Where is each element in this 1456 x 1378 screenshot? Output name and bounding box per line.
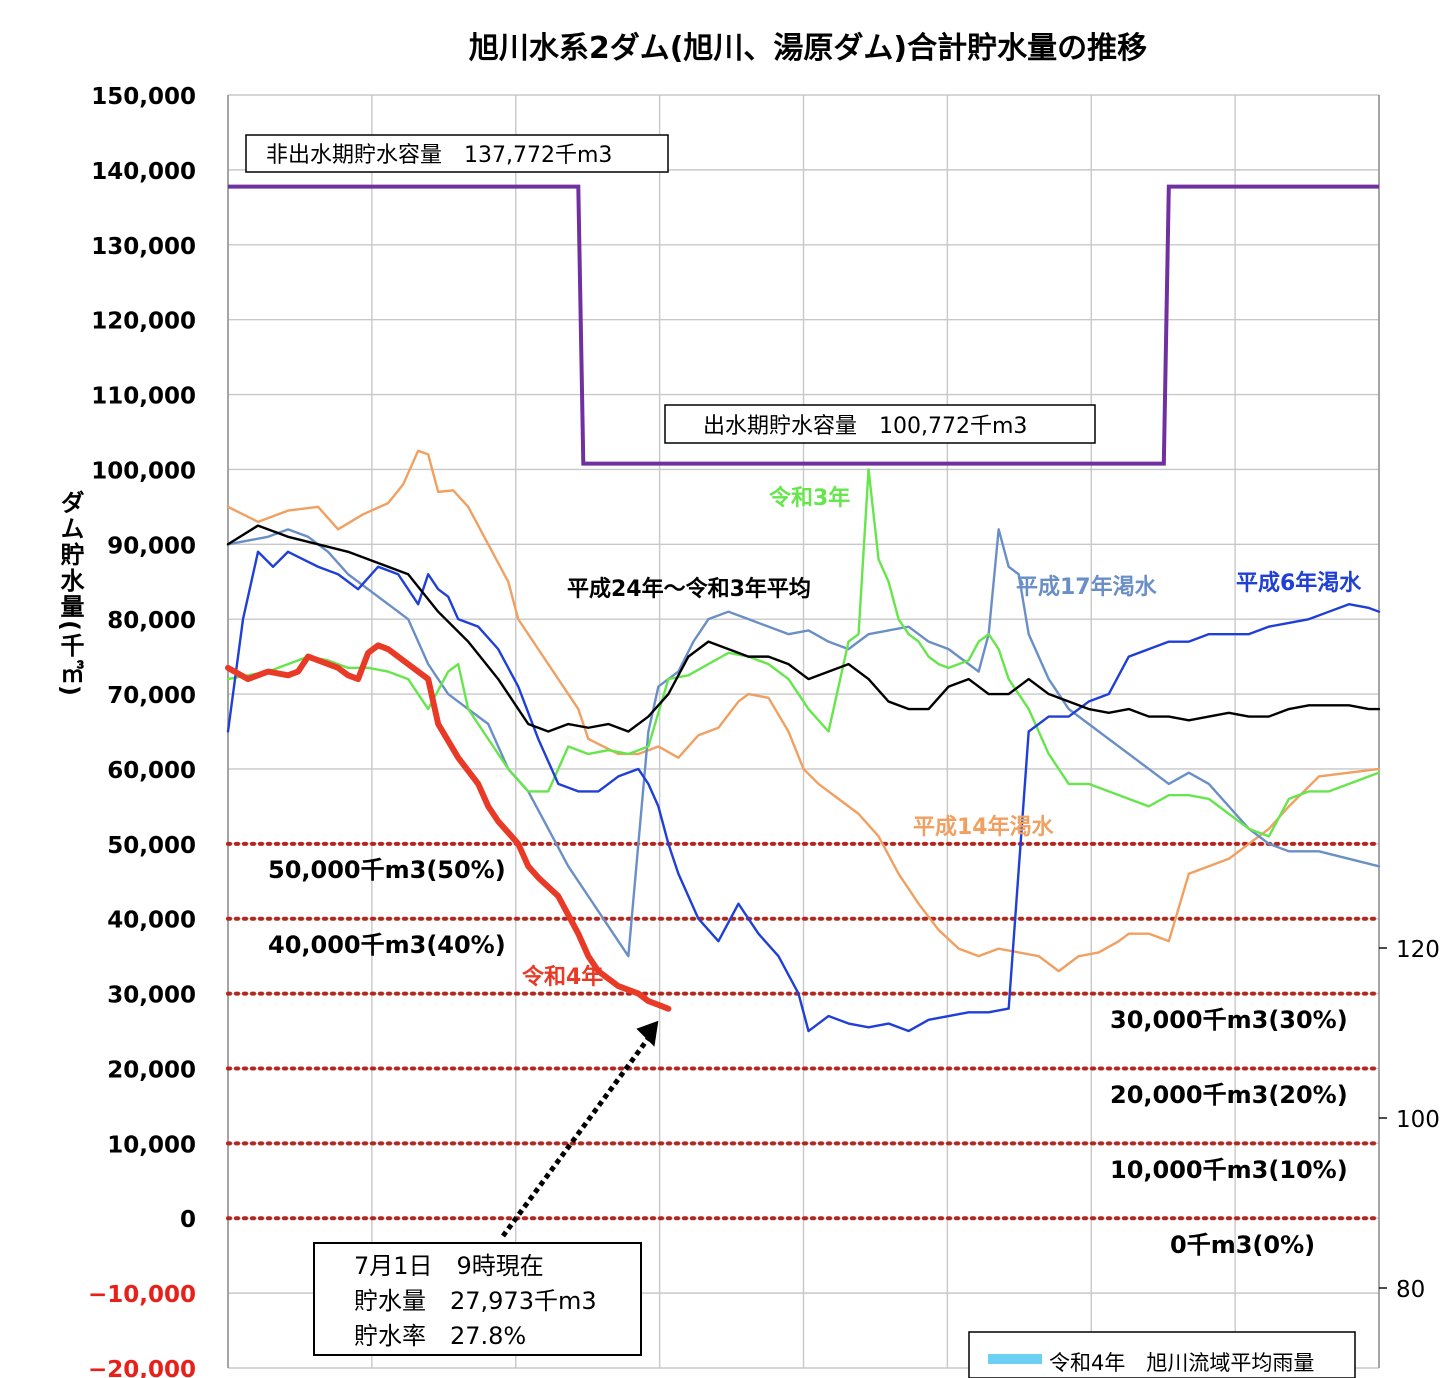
series-line-3 xyxy=(226,550,1381,1033)
y-tick-label: 60,000 xyxy=(107,758,196,784)
reference-line-label: 10,000千m3(10%) xyxy=(1110,1156,1348,1184)
capacity-polyline xyxy=(228,184,1379,466)
series-label: 令和4年 xyxy=(522,964,603,990)
y-tick-label: 140,000 xyxy=(91,159,196,185)
y-tick-label: 110,000 xyxy=(91,384,196,410)
legend-label: 令和4年 旭川流域平均雨量 xyxy=(1049,1351,1314,1375)
series-label: 平成6年渇水 xyxy=(1236,570,1362,596)
y-tick-label: 130,000 xyxy=(91,234,196,260)
y-tick-label: 20,000 xyxy=(107,1057,196,1083)
y-tick-label: −20,000 xyxy=(88,1357,196,1378)
reference-line-label: 0千m3(0%) xyxy=(1170,1231,1315,1259)
series-line-0 xyxy=(226,449,1381,973)
capacity-label-box xyxy=(664,404,1096,444)
series-label: 令和3年 xyxy=(769,485,850,511)
reference-line-label: 50,000千m3(50%) xyxy=(268,856,506,884)
y-tick-label: 30,000 xyxy=(107,983,196,1009)
annotation-arrow-head xyxy=(636,1020,659,1047)
annotation-text: 貯水量 27,973千m3 xyxy=(354,1287,597,1315)
annotation-text: 7月1日 9時現在 xyxy=(354,1252,544,1280)
secondary-y-tick-label: 100 xyxy=(1396,1107,1440,1133)
series-line-1 xyxy=(226,528,1381,958)
series-line-5 xyxy=(225,642,672,1012)
annotation-arrow-line xyxy=(500,1031,655,1238)
legend-swatch xyxy=(988,1354,1042,1364)
annotation-box xyxy=(313,1242,642,1356)
secondary-y-axis-ticks: 120 100 80 xyxy=(1379,937,1440,1303)
capacity-line: 非出水期貯水容量 137,772千m3 出水期貯水容量 100,772千m3 xyxy=(228,134,1379,466)
series-lines xyxy=(225,449,1381,1033)
chart-title: 旭川水系2ダム(旭川、湯原ダム)合計貯水量の推移 xyxy=(469,31,1147,66)
secondary-y-tick-label: 80 xyxy=(1396,1277,1425,1303)
reference-lines: 50,000千m3(50%) 40,000千m3(40%) 30,000千m3(30… xyxy=(226,841,1381,1259)
y-tick-label: 50,000 xyxy=(107,833,196,859)
y-tick-label: 70,000 xyxy=(107,683,196,709)
y-axis-label: ダム貯水量(千㎥) xyxy=(56,490,84,698)
reference-line-label: 30,000千m3(30%) xyxy=(1110,1006,1348,1034)
y-tick-label: 10,000 xyxy=(107,1132,196,1158)
y-tick-label: 100,000 xyxy=(91,458,196,484)
reference-line-label: 20,000千m3(20%) xyxy=(1110,1081,1348,1109)
y-tick-label: 0 xyxy=(180,1207,196,1233)
series-label: 平成24年～令和3年平均 xyxy=(567,576,811,602)
series-label: 平成14年渇水 xyxy=(913,814,1055,840)
y-tick-label: 120,000 xyxy=(91,309,196,335)
y-tick-label: 90,000 xyxy=(107,533,196,559)
y-tick-label: 150,000 xyxy=(91,84,196,110)
series-line-4 xyxy=(226,524,1381,733)
legend: 令和4年 旭川流域平均雨量 xyxy=(968,1331,1356,1378)
capacity-label-box xyxy=(245,134,669,173)
capacity-label-non-flood: 非出水期貯水容量 137,772千m3 xyxy=(266,143,612,168)
y-axis-title: ダム貯水量(千㎥) xyxy=(56,490,84,698)
capacity-label-flood: 出水期貯水容量 100,772千m3 xyxy=(703,414,1027,439)
annotation-text: 貯水率 27.8% xyxy=(354,1322,526,1350)
y-tick-label: 40,000 xyxy=(107,908,196,934)
y-tick-label: −10,000 xyxy=(88,1282,196,1308)
series-line-2 xyxy=(226,468,1381,838)
y-tick-label: 80,000 xyxy=(107,608,196,634)
reference-line-label: 40,000千m3(40%) xyxy=(268,931,506,959)
secondary-y-tick-label: 120 xyxy=(1396,937,1440,963)
series-label: 平成17年渇水 xyxy=(1016,574,1158,600)
y-axis-ticks: 150,000 140,000 130,000 120,000 110,000 100,0… xyxy=(88,84,196,1378)
